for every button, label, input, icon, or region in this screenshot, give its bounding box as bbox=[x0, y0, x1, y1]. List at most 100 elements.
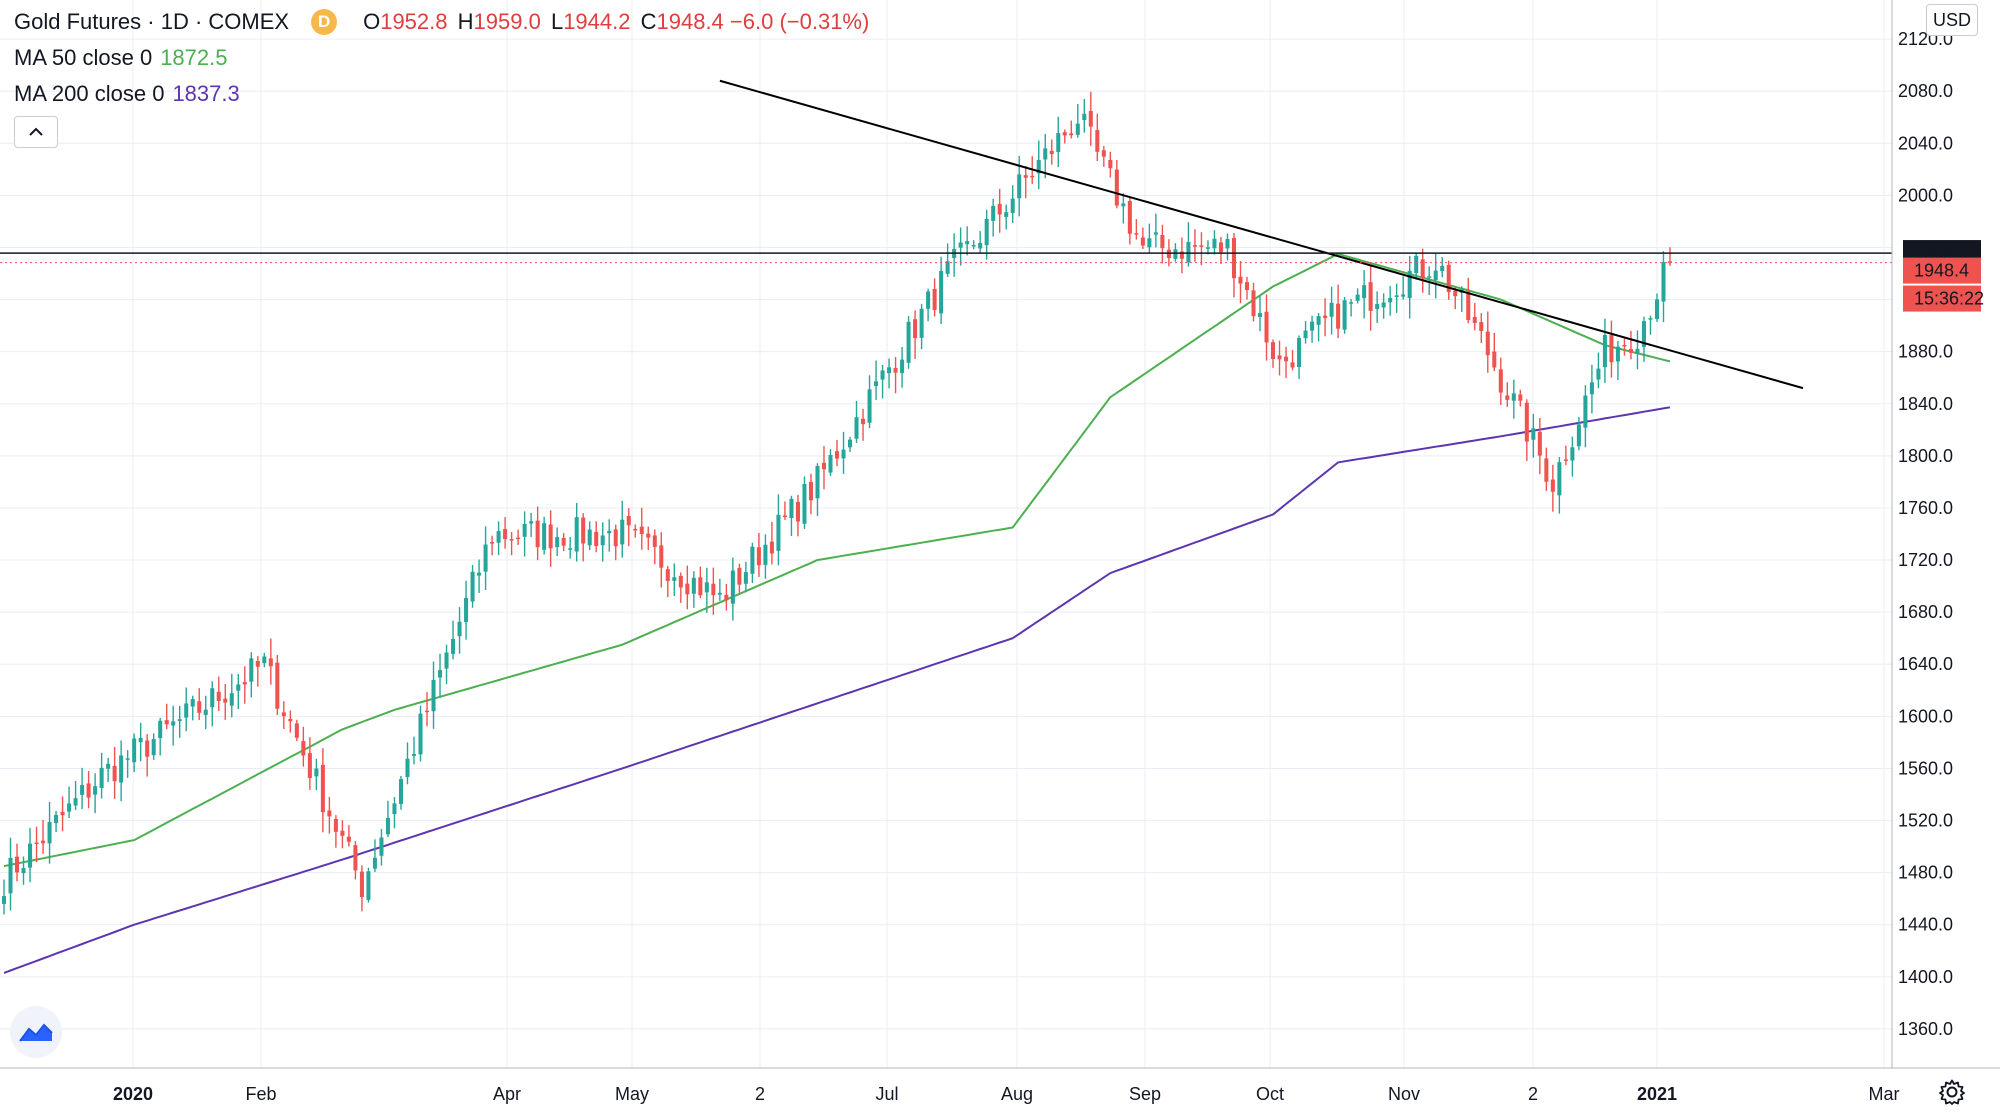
candle bbox=[1062, 129, 1067, 144]
candle bbox=[1140, 227, 1145, 249]
candle bbox=[737, 563, 742, 593]
candle bbox=[229, 673, 234, 718]
candle-body bbox=[522, 524, 527, 537]
price-tick-label: 1720.0 bbox=[1898, 550, 1953, 570]
price-tick-label: 1440.0 bbox=[1898, 915, 1953, 935]
candle-body bbox=[1453, 290, 1458, 297]
symbol-row: Gold Futures · 1D · COMEX D O1952.8 H195… bbox=[14, 4, 873, 40]
candle bbox=[1023, 166, 1028, 199]
candle-body bbox=[821, 462, 827, 470]
candle-body bbox=[359, 871, 364, 897]
time-tick-label: Sep bbox=[1129, 1084, 1161, 1104]
candle bbox=[789, 495, 794, 536]
candle bbox=[574, 503, 579, 562]
candle bbox=[711, 567, 716, 615]
candle bbox=[861, 408, 866, 441]
candle-body bbox=[93, 786, 98, 795]
candle bbox=[1231, 233, 1236, 298]
candle bbox=[112, 746, 117, 799]
candle bbox=[997, 188, 1002, 233]
candle-body bbox=[242, 682, 247, 685]
candle-body bbox=[1010, 198, 1015, 213]
candle-body bbox=[424, 710, 430, 713]
candle-body bbox=[1238, 276, 1243, 284]
candle bbox=[67, 786, 72, 819]
candle bbox=[171, 705, 176, 746]
candle bbox=[145, 734, 150, 777]
ma200-label: MA 200 close 0 bbox=[14, 81, 165, 106]
settings-button[interactable] bbox=[1936, 1076, 1968, 1108]
candle-body bbox=[1479, 322, 1484, 331]
price-tick-label: 1360.0 bbox=[1898, 1019, 1953, 1039]
candle bbox=[1615, 340, 1620, 381]
candle bbox=[424, 692, 430, 727]
candle bbox=[1648, 315, 1653, 335]
candle-body bbox=[333, 818, 338, 832]
candle bbox=[470, 565, 475, 608]
candle-body bbox=[991, 205, 996, 221]
candle-body bbox=[203, 709, 208, 716]
candle bbox=[522, 511, 527, 557]
candle bbox=[1492, 332, 1497, 372]
candle-body bbox=[164, 720, 169, 725]
candle bbox=[268, 638, 273, 685]
candle bbox=[750, 542, 755, 584]
candle-body bbox=[1420, 259, 1425, 278]
ma50-legend-row[interactable]: MA 50 close 0 1872.5 bbox=[14, 40, 873, 76]
candle bbox=[594, 521, 599, 553]
candle bbox=[281, 701, 286, 730]
candle bbox=[197, 688, 202, 721]
candle bbox=[685, 565, 690, 610]
candle-body bbox=[184, 703, 189, 718]
candle-body bbox=[1114, 169, 1119, 206]
candle bbox=[359, 865, 364, 912]
candle bbox=[294, 719, 299, 742]
candle bbox=[177, 705, 182, 738]
ma200-legend-row[interactable]: MA 200 close 0 1837.3 bbox=[14, 76, 873, 112]
price-tick-label: 1480.0 bbox=[1898, 863, 1953, 883]
collapse-legend-button[interactable] bbox=[14, 116, 58, 148]
candle bbox=[1557, 457, 1562, 514]
time-tick-label: Feb bbox=[245, 1084, 276, 1104]
candle-body bbox=[756, 547, 761, 566]
candle bbox=[1427, 266, 1432, 296]
candle-body bbox=[1381, 302, 1386, 308]
candle bbox=[1297, 335, 1302, 380]
candle-body bbox=[887, 367, 892, 374]
candle bbox=[99, 752, 104, 799]
candle bbox=[184, 687, 189, 732]
candle-body bbox=[1570, 447, 1575, 461]
candle bbox=[991, 198, 996, 237]
candle-body bbox=[1414, 255, 1419, 274]
candle bbox=[548, 510, 553, 567]
tradingview-logo[interactable] bbox=[10, 1006, 62, 1058]
candle-body bbox=[1127, 200, 1132, 234]
candle bbox=[327, 796, 332, 834]
candle bbox=[1225, 233, 1230, 261]
candle-body bbox=[620, 519, 625, 545]
candle-body bbox=[737, 567, 742, 585]
delayed-badge[interactable]: D bbox=[311, 9, 338, 35]
candle bbox=[164, 703, 169, 730]
candle bbox=[1108, 151, 1113, 178]
candle-body bbox=[1654, 299, 1660, 319]
candle-body bbox=[978, 242, 983, 249]
ohlc-open-value: 1952.8 bbox=[380, 9, 448, 34]
candle bbox=[900, 346, 905, 388]
candle-body bbox=[1498, 369, 1503, 393]
candle-body bbox=[392, 803, 397, 815]
currency-button[interactable]: USD bbox=[1926, 4, 1978, 36]
candle-body bbox=[112, 765, 117, 782]
candle bbox=[1596, 352, 1601, 389]
candle-body bbox=[861, 418, 866, 425]
candle bbox=[54, 810, 59, 832]
symbol-title[interactable]: Gold Futures · 1D · COMEX bbox=[14, 9, 290, 34]
candle bbox=[1537, 418, 1542, 475]
price-lines bbox=[0, 252, 1892, 264]
candle-body bbox=[1017, 174, 1022, 199]
candle bbox=[893, 356, 898, 394]
candle bbox=[821, 446, 827, 490]
candle bbox=[887, 358, 892, 389]
candle-body bbox=[945, 261, 950, 274]
